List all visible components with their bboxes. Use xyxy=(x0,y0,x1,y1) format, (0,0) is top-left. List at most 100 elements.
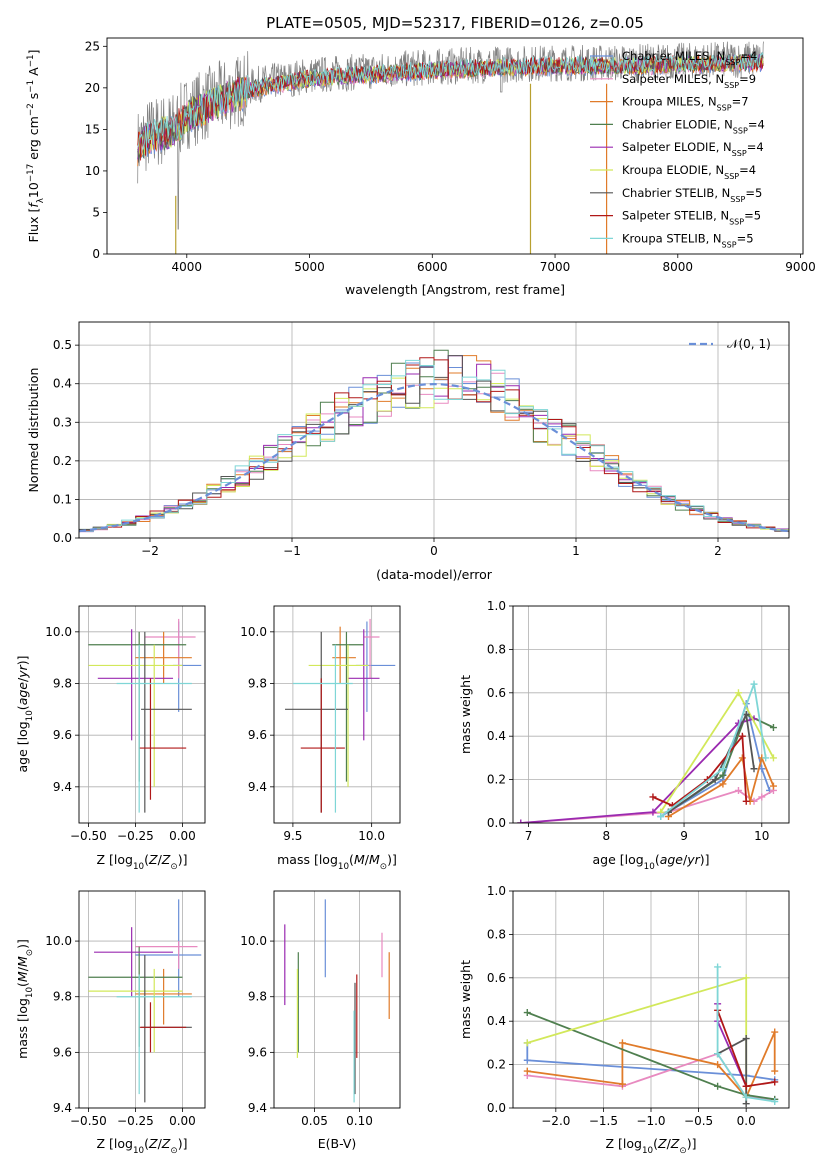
mass_vs_EBV-frame xyxy=(273,890,401,1109)
mass-weight-point xyxy=(742,1035,750,1043)
mass-weight-point xyxy=(719,771,727,779)
x-axis-label: age [log10(age/yr)] xyxy=(592,852,709,872)
x-tick-label: −0.25 xyxy=(117,829,154,843)
mass-weight-point xyxy=(618,1039,626,1047)
x-tick-label: −1 xyxy=(283,544,301,558)
y-tick-label: 0.8 xyxy=(487,642,506,656)
x-tick-label: 0 xyxy=(430,544,438,558)
legend-label: Kroupa ELODIE, NSSP=4 xyxy=(622,163,756,181)
mass-weight-point xyxy=(742,711,750,718)
mass-weight-line xyxy=(716,967,775,1103)
x-tick-label: 8 xyxy=(602,829,610,843)
y-tick-label: 0.2 xyxy=(487,773,506,787)
mass-weight-line xyxy=(659,691,775,813)
mass-weight-point xyxy=(714,1050,722,1058)
x-tick-label: −2.0 xyxy=(541,1114,570,1128)
x-tick-label: −0.50 xyxy=(70,1114,107,1128)
y-axis-label: Flux [fλ10−17 erg cm−2 s−1 A−1] xyxy=(26,50,46,243)
y-tick-label: 1.0 xyxy=(487,599,506,613)
legend-label: Chabrier MILES, NSSP=4 xyxy=(622,49,757,67)
x-tick-label: 7 xyxy=(525,829,533,843)
model-spectrum-line xyxy=(137,51,764,151)
normal-distribution-curve xyxy=(79,382,789,533)
residuals-panel: −2 −1 0 1 2 0.0 0.1 0.2 0.3 0.4 0.5 (data-model)/er… xyxy=(26,321,790,582)
mass-weight-point xyxy=(758,793,766,801)
x-tick-label: −0.25 xyxy=(117,1114,154,1128)
x-tick-label: 9.5 xyxy=(283,829,302,843)
x-tick-label: 2 xyxy=(714,544,722,558)
mass-weight-line xyxy=(526,1011,775,1101)
mass-weight-point xyxy=(738,732,746,740)
x-axis-label: wavelength [Angstrom, rest frame] xyxy=(345,282,565,297)
mass-vs-EBV-panel: 0.05 0.10 9.4 9.6 9.8 10.0 E(B-V) xyxy=(240,890,401,1151)
mass-weight-vs-Z-panel: −2.0 −1.5 −1.0 −0.5 0.0 0.0 0.2 0.4 0.6 0.8 1.0 Z [… xyxy=(458,884,790,1156)
x-tick-label: 10 xyxy=(754,829,769,843)
mass-weight-point xyxy=(769,754,777,762)
y-tick-label: 10.0 xyxy=(240,934,267,948)
chart-title: PLATE=0505, MJD=52317, FIBERID=0126, z=0… xyxy=(266,14,644,32)
y-tick-label: 15 xyxy=(85,122,100,136)
mass-weight-point xyxy=(769,724,777,732)
mass-vs-Z-panel: −0.50 −0.25 0.00 9.4 9.6 9.8 10.0 Z [log10(Z/Z⊙… xyxy=(15,890,206,1156)
x-tick-label: 10.0 xyxy=(358,829,385,843)
x-axis-label: Z [log10(Z/Z⊙)] xyxy=(606,1136,697,1156)
x-tick-label: −0.50 xyxy=(70,829,107,843)
mass-weight-point xyxy=(734,689,742,697)
x-tick-label: 0.00 xyxy=(169,829,196,843)
mass-weight-point xyxy=(719,780,727,788)
y-tick-label: 10.0 xyxy=(240,625,267,639)
mass-weight-point xyxy=(742,797,750,805)
x-tick-label: −1.5 xyxy=(589,1114,618,1128)
mass-weight-vs-age-panel: 7 8 9 10 0.0 0.2 0.4 0.6 0.8 1.0 age [log10(age/yr… xyxy=(458,599,790,872)
mass-weight-point xyxy=(742,1100,750,1108)
spectrum-plot-area xyxy=(137,41,765,254)
x-tick-label: 0.05 xyxy=(301,1114,328,1128)
mass_weight_vs_Z-plot-area xyxy=(513,891,789,1108)
y-tick-label: 9.8 xyxy=(53,990,72,1004)
y-tick-label: 0.1 xyxy=(53,492,72,506)
y-axis-label: mass weight xyxy=(458,960,473,1039)
y-axis-label: Normed distribution xyxy=(26,368,41,493)
mass-weight-point xyxy=(523,1056,531,1064)
mass-weight-point xyxy=(762,754,770,762)
mass-weight-point xyxy=(714,1082,722,1090)
legend-label: Chabrier ELODIE, NSSP=4 xyxy=(622,117,765,135)
mass-weight-point xyxy=(738,754,746,762)
y-tick-label: 9.8 xyxy=(248,990,267,1004)
x-axis-label: (data-model)/error xyxy=(376,567,493,582)
mass_weight_vs_age-plot-area xyxy=(513,606,789,823)
x-tick-label: 0.00 xyxy=(169,1114,196,1128)
y-tick-label: 1.0 xyxy=(487,884,506,898)
x-tick-label: 9000 xyxy=(785,260,816,274)
x-tick-label: 0.0 xyxy=(737,1114,756,1128)
mass-weight-point xyxy=(750,765,758,773)
x-tick-label: 1 xyxy=(572,544,580,558)
x-tick-label: −1.0 xyxy=(636,1114,665,1128)
mass_weight_vs_Z-frame xyxy=(512,890,790,1109)
x-tick-label: 8000 xyxy=(663,260,694,274)
y-tick-label: 0.4 xyxy=(487,729,506,743)
legend: Chabrier MILES, NSSP=4 Salpeter MILES, NS… xyxy=(590,49,765,249)
mass-weight-point xyxy=(742,1082,750,1090)
y-tick-label: 0.2 xyxy=(487,1058,506,1072)
y-tick-label: 10 xyxy=(85,164,100,178)
legend-label: Kroupa MILES, NSSP=7 xyxy=(622,95,749,113)
mass-weight-point xyxy=(771,1067,779,1075)
mass-weight-point xyxy=(771,1028,779,1036)
y-tick-label: 9.6 xyxy=(248,1045,267,1059)
x-tick-label: −2 xyxy=(141,544,159,558)
mass-weight-point xyxy=(649,793,657,801)
y-tick-label: 25 xyxy=(85,39,100,53)
mass-weight-line xyxy=(520,789,774,823)
y-tick-label: 0.0 xyxy=(487,1101,506,1115)
mass-weight-point xyxy=(714,963,722,971)
y-axis-label: mass weight xyxy=(458,675,473,754)
x-tick-label: 5000 xyxy=(294,260,325,274)
y-tick-label: 0 xyxy=(92,247,100,261)
spectrum-panel: 4000 5000 6000 7000 8000 9000 0 5 10 15 20 25 PLATE=… xyxy=(26,14,816,297)
y-tick-label: 0.4 xyxy=(53,377,72,391)
mass_vs_Z-frame xyxy=(78,890,206,1109)
y-tick-label: 9.4 xyxy=(248,1101,267,1115)
x-tick-label: −0.5 xyxy=(684,1114,713,1128)
